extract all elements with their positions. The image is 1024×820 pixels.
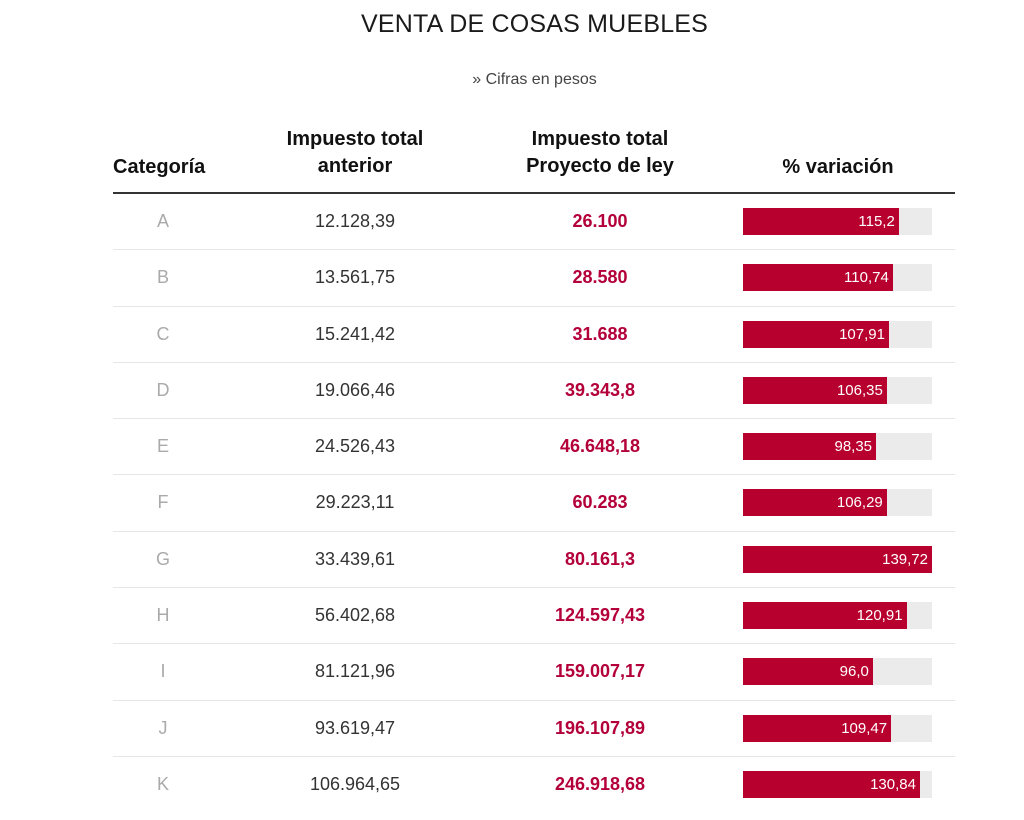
header-previous-line1: Impuesto total [286, 128, 424, 150]
previous-tax-cell: 13.561,75 [314, 267, 396, 288]
variation-bar-track: 139,72 [743, 545, 932, 573]
category-cell: H [156, 605, 170, 626]
new-tax-cell: 28.580 [572, 267, 628, 288]
table-row: I 81.121,96 159.007,17 96,0 [113, 644, 955, 701]
variation-label: 106,29 [836, 494, 883, 512]
new-tax-cell: 246.918,68 [554, 773, 646, 794]
variation-label: 139,72 [882, 550, 928, 568]
previous-tax-cell: 93.619,47 [314, 717, 396, 738]
table-row: B 13.561,75 28.580 110,74 [113, 250, 955, 307]
table-row: K 106.964,65 246.918,68 130,84 [113, 757, 955, 812]
header-new-line2: Proyecto de ley [526, 155, 674, 177]
category-cell: F [157, 492, 169, 513]
previous-tax-cell: 24.526,43 [314, 436, 396, 457]
previous-tax-cell: 106.964,65 [309, 773, 401, 794]
variation-label: 109,47 [841, 719, 888, 737]
header-previous-tax: Impuesto total anterior [255, 126, 455, 180]
variation-bar: 106,35 [743, 376, 887, 404]
table-row: H 56.402,68 124.597,43 120,91 [113, 588, 955, 645]
variation-label: 130,84 [870, 775, 916, 793]
new-tax-cell: 31.688 [572, 323, 628, 344]
previous-tax-cell: 15.241,42 [314, 323, 396, 344]
header-new-tax: Impuesto total Proyecto de ley [500, 126, 700, 180]
variation-bar-track: 109,47 [743, 714, 932, 742]
new-tax-cell: 80.161,3 [564, 548, 636, 569]
table-row: G 33.439,61 80.161,3 139,72 [113, 532, 955, 589]
previous-tax-cell: 81.121,96 [314, 661, 396, 682]
header-variation: % variación [782, 156, 894, 178]
table-row: A 12.128,39 26.100 115,2 [113, 194, 955, 251]
variation-bar: 139,72 [743, 545, 932, 573]
chart-subtitle: » Cifras en pesos [472, 71, 597, 88]
variation-bar: 110,74 [743, 264, 893, 292]
variation-label: 115,2 [858, 213, 895, 230]
variation-bar-track: 107,91 [743, 320, 932, 348]
variation-bar: 106,29 [743, 489, 887, 517]
header-category: Categoría [113, 156, 206, 178]
variation-bar-track: 96,0 [743, 658, 932, 686]
new-tax-cell: 60.283 [572, 492, 628, 513]
table-row: E 24.526,43 46.648,18 98,35 [113, 419, 955, 476]
new-tax-cell: 39.343,8 [564, 379, 636, 400]
category-cell: A [156, 211, 169, 231]
new-tax-cell: 26.100 [572, 211, 628, 231]
category-cell: B [156, 267, 169, 288]
variation-label: 110,74 [844, 269, 889, 287]
header-previous-line2: anterior [317, 155, 393, 177]
variation-bar-track: 98,35 [743, 433, 932, 461]
new-tax-cell: 159.007,17 [554, 661, 646, 682]
previous-tax-cell: 33.439,61 [314, 548, 396, 569]
chart-title: VENTA DE COSAS MUEBLES [360, 10, 709, 38]
table-body: A 12.128,39 26.100 115,2 B 13.561,75 28.580 110… [113, 194, 955, 812]
category-cell: J [158, 717, 168, 738]
previous-tax-cell: 29.223,11 [315, 492, 395, 513]
variation-bar: 96,0 [743, 658, 873, 686]
variation-bar-track: 106,29 [743, 489, 932, 517]
variation-bar-track: 110,74 [743, 264, 932, 292]
category-cell: K [156, 773, 169, 794]
table-row: C 15.241,42 31.688 107,91 [113, 307, 955, 363]
variation-bar: 115,2 [743, 208, 899, 235]
variation-bar-track: 115,2 [743, 208, 932, 235]
variation-bar: 107,91 [743, 320, 889, 348]
previous-tax-cell: 12.128,39 [314, 211, 396, 231]
variation-bar-track: 106,35 [743, 376, 932, 404]
variation-label: 107,91 [839, 325, 885, 343]
category-cell: C [156, 323, 170, 344]
table-row: J 93.619,47 196.107,89 109,47 [113, 701, 955, 757]
variation-bar: 130,84 [743, 770, 920, 798]
category-cell: I [160, 661, 166, 682]
variation-bar: 120,91 [743, 602, 907, 630]
variation-bar: 109,47 [743, 714, 892, 742]
variation-label: 96,0 [839, 663, 869, 681]
table-row: F 29.223,11 60.283 106,29 [113, 475, 955, 532]
new-tax-cell: 196.107,89 [554, 717, 646, 738]
variation-bar-track: 120,91 [743, 602, 932, 630]
variation-label: 98,35 [834, 438, 873, 456]
table-row: D 19.066,46 39.343,8 106,35 [113, 363, 955, 420]
previous-tax-cell: 19.066,46 [314, 379, 396, 400]
category-cell: E [156, 436, 169, 457]
header-new-line1: Impuesto total [531, 128, 669, 150]
variation-bar: 98,35 [743, 433, 877, 461]
variation-label: 106,35 [836, 381, 883, 399]
variation-label: 120,91 [856, 607, 903, 625]
category-cell: G [155, 548, 170, 569]
previous-tax-cell: 56.402,68 [314, 605, 396, 626]
category-cell: D [156, 379, 170, 400]
header-divider [113, 192, 955, 194]
new-tax-cell: 124.597,43 [554, 605, 646, 626]
new-tax-cell: 46.648,18 [559, 436, 641, 457]
variation-bar-track: 130,84 [743, 770, 932, 798]
